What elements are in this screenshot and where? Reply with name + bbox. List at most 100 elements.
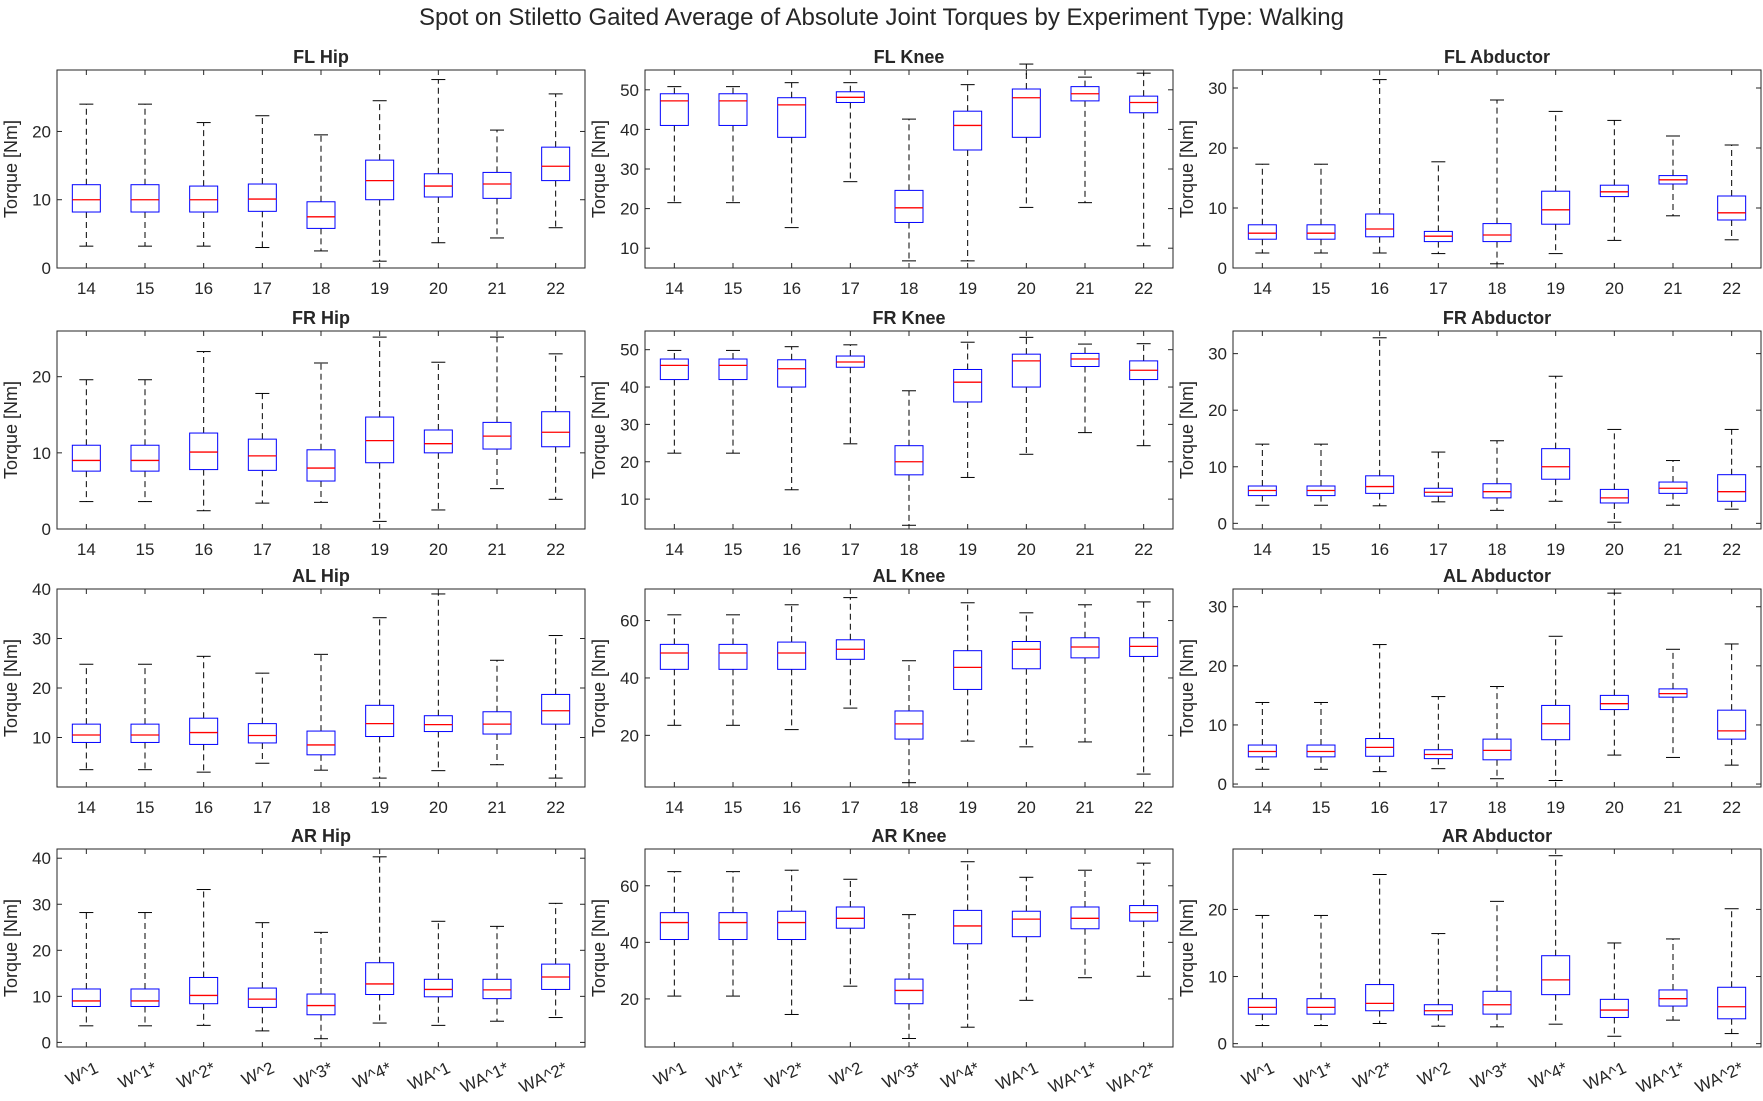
- box-18: [306, 134, 336, 252]
- x-tick-label: 15: [724, 798, 743, 817]
- box-19: [1541, 110, 1571, 255]
- box-WA2: [1129, 862, 1159, 977]
- x-tick-label: 21: [1664, 279, 1683, 298]
- x-tick-label: 18: [1488, 279, 1507, 298]
- subplot-fl-knee: FL Knee Torque [Nm] 10 20 30 40 50 14 15 16 17 18 19…: [589, 47, 1174, 298]
- x-tick-label: 21: [1664, 540, 1683, 559]
- x-tick-label: 18: [900, 279, 919, 298]
- iqr-box: [423, 715, 453, 733]
- iqr-box: [306, 993, 336, 1016]
- x-tick-label: 22: [546, 540, 565, 559]
- box-W1: [1306, 914, 1336, 1027]
- iqr-box: [423, 978, 453, 998]
- iqr-box: [1011, 353, 1041, 388]
- box-20: [1011, 612, 1041, 748]
- x-tick-label: 18: [1488, 540, 1507, 559]
- y-tick-label: 30: [620, 160, 639, 179]
- iqr-box: [1599, 694, 1629, 711]
- subplot-fl-hip: FL Hip Torque [Nm] 0 10 20 14 15 16 17 18 19 20 21 22: [1, 47, 586, 298]
- x-tick-label: 14: [77, 798, 96, 817]
- y-tick-label: 20: [620, 453, 639, 472]
- box-14: [71, 103, 101, 247]
- iqr-box: [306, 201, 336, 229]
- x-tick-label: 14: [665, 540, 684, 559]
- iqr-box: [189, 185, 219, 213]
- iqr-box: [306, 449, 336, 482]
- x-tick-label: 19: [1546, 798, 1565, 817]
- x-tick-label: 21: [488, 798, 507, 817]
- y-tick-label: 40: [620, 933, 639, 952]
- x-tick-label: W^1*: [703, 1058, 748, 1092]
- box-18: [1482, 686, 1512, 780]
- x-tick-label: 19: [958, 798, 977, 817]
- x-tick-label: WA^1*: [1046, 1058, 1100, 1097]
- iqr-box: [1365, 984, 1395, 1012]
- iqr-box: [482, 711, 512, 735]
- x-tick-label: 20: [429, 798, 448, 817]
- box-19: [953, 84, 983, 262]
- y-tick-label: 30: [32, 630, 51, 649]
- iqr-box: [71, 988, 101, 1007]
- x-tick-label: 22: [546, 279, 565, 298]
- iqr-box: [659, 912, 689, 941]
- y-tick-label: 20: [1208, 657, 1227, 676]
- box-22: [541, 353, 571, 500]
- iqr-box: [541, 411, 571, 448]
- box-22: [541, 93, 571, 229]
- iqr-box: [541, 146, 571, 182]
- x-tick-label: 15: [1312, 540, 1331, 559]
- iqr-box: [1599, 184, 1629, 198]
- iqr-box: [1129, 95, 1159, 114]
- x-tick-label: W^1: [1239, 1058, 1277, 1089]
- y-tick-label: 40: [32, 849, 51, 868]
- x-tick-label: 14: [1253, 798, 1272, 817]
- iqr-box: [953, 909, 983, 945]
- iqr-box: [247, 438, 277, 471]
- x-tick-label: 21: [488, 279, 507, 298]
- y-axis-label: Torque [Nm]: [589, 899, 609, 997]
- box-16: [1365, 644, 1395, 773]
- box-14: [659, 349, 689, 454]
- iqr-box: [1070, 352, 1100, 367]
- box-18: [306, 362, 336, 503]
- x-tick-label: W^1*: [115, 1058, 160, 1092]
- box-20: [1599, 119, 1629, 241]
- iqr-box: [482, 978, 512, 1000]
- y-tick-label: 20: [620, 726, 639, 745]
- x-tick-label: 20: [429, 279, 448, 298]
- y-tick-label: 20: [1208, 900, 1227, 919]
- box-21: [1070, 343, 1100, 434]
- iqr-box: [1070, 637, 1100, 659]
- iqr-box: [777, 359, 807, 388]
- x-tick-label: W^4*: [1526, 1058, 1571, 1092]
- iqr-box: [777, 910, 807, 941]
- subplot-title: AR Hip: [291, 826, 351, 846]
- iqr-box: [1541, 190, 1571, 225]
- subplot-title: AL Knee: [873, 566, 946, 586]
- box-19: [953, 341, 983, 478]
- y-tick-label: 40: [620, 669, 639, 688]
- box-19: [1541, 635, 1571, 781]
- x-tick-label: W^2: [239, 1058, 277, 1089]
- x-tick-label: WA^2*: [1104, 1058, 1158, 1097]
- iqr-box: [718, 912, 748, 941]
- box-W2: [835, 878, 865, 987]
- x-tick-label: W^3*: [879, 1058, 924, 1092]
- x-tick-label: 15: [724, 279, 743, 298]
- x-tick-label: WA^1*: [458, 1058, 512, 1097]
- box-W3: [1482, 900, 1512, 1028]
- box-20: [1599, 592, 1629, 756]
- box-20: [1599, 428, 1629, 523]
- y-tick-label: 0: [1218, 1035, 1227, 1054]
- x-tick-label: 18: [900, 798, 919, 817]
- box-WA2: [541, 902, 571, 1019]
- box-17: [247, 672, 277, 764]
- box-15: [1306, 443, 1336, 506]
- x-tick-label: 18: [312, 540, 331, 559]
- x-tick-label: 15: [136, 279, 155, 298]
- box-WA2: [1717, 908, 1747, 1035]
- x-tick-label: 17: [1429, 798, 1448, 817]
- box-21: [1658, 648, 1688, 758]
- box-21: [482, 659, 512, 766]
- iqr-box: [1658, 989, 1688, 1007]
